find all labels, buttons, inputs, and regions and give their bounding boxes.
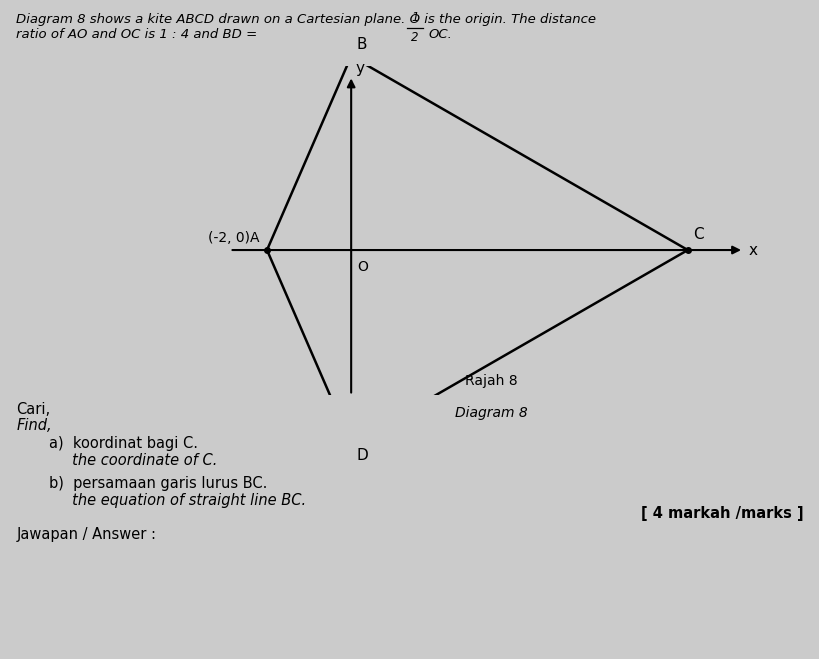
Text: B: B bbox=[356, 38, 367, 52]
Text: a)  koordinat bagi C.: a) koordinat bagi C. bbox=[49, 436, 198, 451]
Text: ratio of AO and OC is 1 : 4 and BD =: ratio of AO and OC is 1 : 4 and BD = bbox=[16, 28, 257, 41]
Text: Diagram 8: Diagram 8 bbox=[455, 406, 527, 420]
Text: the coordinate of C.: the coordinate of C. bbox=[49, 453, 217, 469]
Text: 1: 1 bbox=[410, 11, 419, 24]
Text: [ 4 markah /marks ]: [ 4 markah /marks ] bbox=[640, 506, 803, 521]
Text: the equation of straight line BC.: the equation of straight line BC. bbox=[49, 493, 306, 508]
Text: Cari,: Cari, bbox=[16, 402, 51, 417]
Text: C: C bbox=[693, 227, 704, 243]
Text: b)  persamaan garis lurus BC.: b) persamaan garis lurus BC. bbox=[49, 476, 267, 491]
Text: Jawapan / Answer :: Jawapan / Answer : bbox=[16, 527, 156, 542]
Text: Find,: Find, bbox=[16, 418, 52, 434]
Text: x: x bbox=[748, 243, 757, 258]
Text: 2: 2 bbox=[410, 31, 419, 44]
Text: Rajah 8: Rajah 8 bbox=[464, 374, 517, 387]
Text: D: D bbox=[356, 447, 368, 463]
Text: (-2, 0)A: (-2, 0)A bbox=[208, 231, 259, 245]
Text: OC.: OC. bbox=[428, 28, 451, 41]
Text: Diagram 8 shows a kite ABCD drawn on a Cartesian plane. O is the origin. The dis: Diagram 8 shows a kite ABCD drawn on a C… bbox=[16, 13, 595, 26]
Text: y: y bbox=[355, 61, 364, 76]
Text: O: O bbox=[356, 260, 367, 273]
